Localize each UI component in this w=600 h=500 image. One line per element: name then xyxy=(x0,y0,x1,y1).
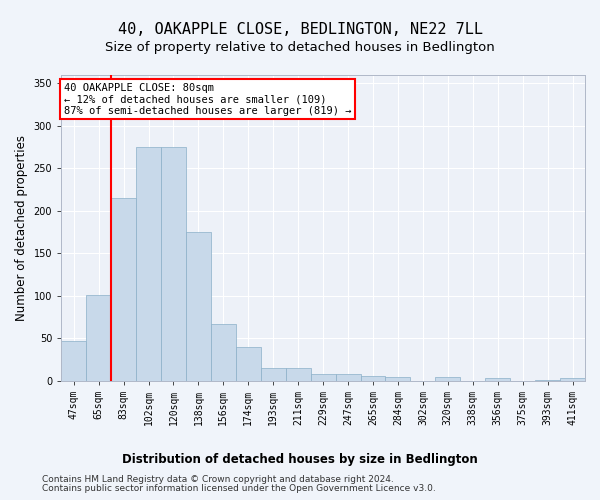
Bar xyxy=(61,341,86,380)
Text: Size of property relative to detached houses in Bedlington: Size of property relative to detached ho… xyxy=(105,41,495,54)
Text: Contains HM Land Registry data © Crown copyright and database right 2024.: Contains HM Land Registry data © Crown c… xyxy=(42,474,394,484)
Bar xyxy=(136,147,161,380)
Bar xyxy=(361,376,385,380)
Bar xyxy=(111,198,136,380)
Bar xyxy=(211,324,236,380)
Y-axis label: Number of detached properties: Number of detached properties xyxy=(15,135,28,321)
Bar xyxy=(436,378,460,380)
Bar xyxy=(286,368,311,380)
Text: 40, OAKAPPLE CLOSE, BEDLINGTON, NE22 7LL: 40, OAKAPPLE CLOSE, BEDLINGTON, NE22 7LL xyxy=(118,22,482,38)
Bar xyxy=(560,378,585,380)
Bar xyxy=(311,374,335,380)
Bar xyxy=(485,378,510,380)
Text: Contains public sector information licensed under the Open Government Licence v3: Contains public sector information licen… xyxy=(42,484,436,493)
Bar xyxy=(86,295,111,380)
Text: 40 OAKAPPLE CLOSE: 80sqm
← 12% of detached houses are smaller (109)
87% of semi-: 40 OAKAPPLE CLOSE: 80sqm ← 12% of detach… xyxy=(64,82,352,116)
Bar xyxy=(186,232,211,380)
Bar xyxy=(385,378,410,380)
Text: Distribution of detached houses by size in Bedlington: Distribution of detached houses by size … xyxy=(122,452,478,466)
Bar xyxy=(335,374,361,380)
Bar xyxy=(161,147,186,380)
Bar xyxy=(261,368,286,380)
Bar xyxy=(236,347,261,380)
